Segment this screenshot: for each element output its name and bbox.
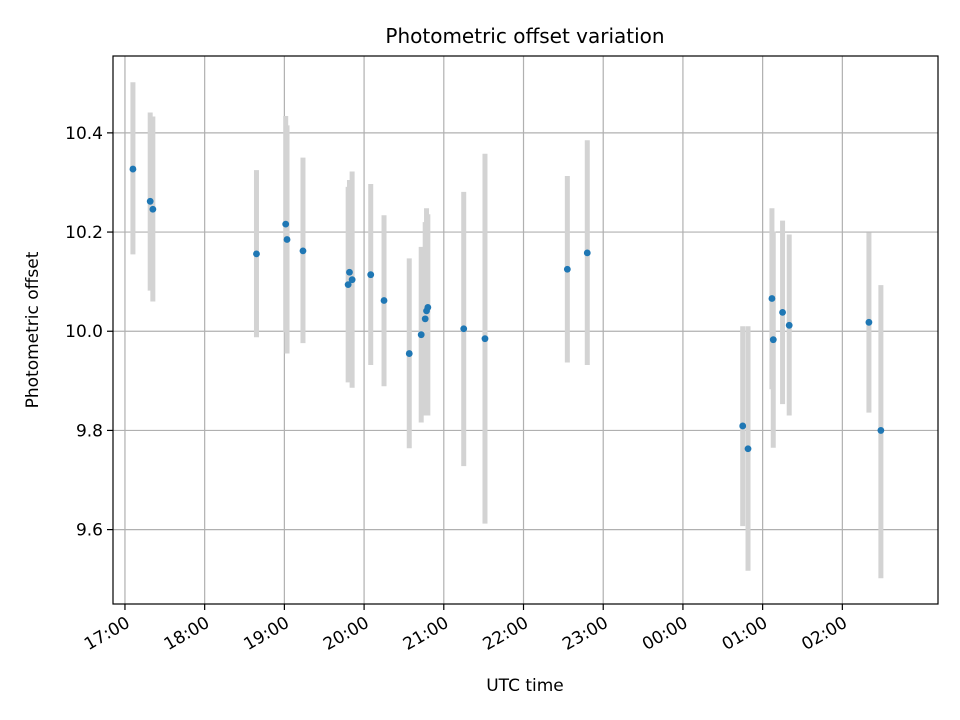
y-tick-label: 10.4 — [65, 124, 103, 144]
data-point — [744, 445, 752, 453]
x-tick-label: 23:00 — [559, 613, 611, 655]
y-tick-label: 10.2 — [65, 223, 103, 243]
data-point — [129, 165, 137, 173]
x-tick-label: 00:00 — [639, 613, 691, 655]
data-point — [405, 350, 413, 357]
data-point — [785, 321, 793, 329]
error-bars — [130, 82, 884, 579]
x-tick-label: 01:00 — [719, 613, 771, 655]
data-point — [460, 325, 468, 333]
data-point — [421, 315, 429, 323]
x-axis-ticks: 17:00 18:00 19:00 20:00 21:00 22:00 23:00 00:00… — [81, 604, 851, 655]
y-tick-label: 9.6 — [76, 521, 103, 541]
data-point — [282, 220, 290, 228]
data-point — [865, 318, 873, 326]
x-axis-label: UTC time — [486, 676, 564, 696]
x-tick-label: 20:00 — [320, 613, 372, 655]
data-point — [877, 427, 885, 434]
data-point — [146, 197, 154, 205]
data-point — [417, 331, 425, 339]
data-point — [367, 271, 375, 279]
data-point — [348, 276, 356, 284]
chart-title: Photometric offset variation — [385, 24, 664, 48]
data-point — [481, 335, 489, 343]
x-tick-label: 22:00 — [480, 613, 532, 655]
y-tick-label: 9.8 — [76, 421, 103, 441]
x-tick-label: 19:00 — [240, 613, 292, 655]
data-point — [380, 297, 388, 304]
data-point — [346, 268, 353, 276]
data-point — [563, 265, 571, 273]
data-point — [149, 205, 157, 213]
data-point — [253, 250, 260, 258]
data-points — [129, 165, 885, 453]
data-point — [283, 236, 291, 243]
data-point — [768, 295, 776, 302]
data-point — [299, 247, 307, 255]
x-tick-label: 21:00 — [400, 613, 452, 655]
y-axis-label: Photometric offset — [23, 251, 43, 408]
data-point — [739, 422, 747, 430]
data-point — [344, 281, 352, 289]
y-tick-label: 10.0 — [65, 322, 103, 342]
data-point — [769, 336, 777, 344]
data-point — [779, 308, 786, 316]
plot-frame — [112, 55, 939, 605]
y-axis-ticks: 9.6 9.8 10.0 10.2 10.4 — [65, 124, 113, 541]
data-point — [583, 249, 591, 257]
x-tick-label: 17:00 — [81, 613, 133, 655]
x-tick-label: 02:00 — [798, 613, 850, 655]
x-tick-label: 18:00 — [161, 613, 213, 655]
grid — [113, 56, 938, 604]
data-point — [424, 304, 432, 311]
